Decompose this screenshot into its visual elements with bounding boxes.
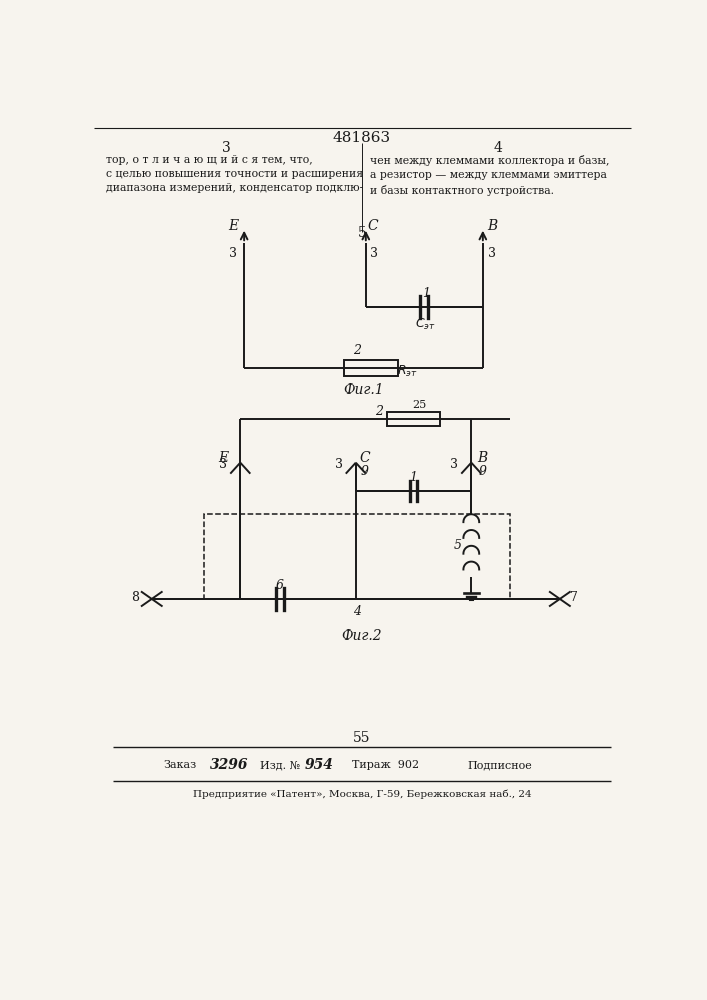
- Text: Изд. №: Изд. №: [259, 760, 300, 770]
- Text: E: E: [218, 451, 228, 465]
- Text: 3: 3: [222, 141, 230, 155]
- Text: E: E: [228, 219, 238, 233]
- Text: Тираж  902: Тираж 902: [352, 760, 419, 770]
- Text: 3: 3: [219, 458, 228, 471]
- Text: 9: 9: [361, 465, 369, 478]
- Text: B: B: [478, 451, 488, 465]
- Text: 5: 5: [453, 539, 462, 552]
- Text: 3: 3: [488, 247, 496, 260]
- Bar: [387, 412, 440, 426]
- Text: 1: 1: [422, 287, 430, 300]
- Text: 954: 954: [304, 758, 333, 772]
- Text: 6: 6: [276, 579, 284, 592]
- Text: Подписное: Подписное: [467, 760, 532, 770]
- Text: чен между клеммами коллектора и базы,
а резистор — между клеммами эмиттера
и баз: чен между клеммами коллектора и базы, а …: [370, 155, 609, 196]
- Text: 481863: 481863: [333, 131, 391, 145]
- Text: Предприятие «Патент», Москва, Г-59, Бережковская наб., 24: Предприятие «Патент», Москва, Г-59, Бере…: [192, 790, 531, 799]
- Bar: [344, 360, 398, 376]
- Text: 4: 4: [493, 141, 503, 155]
- Text: 2: 2: [375, 405, 383, 418]
- Text: 7: 7: [570, 591, 578, 604]
- Text: C: C: [360, 451, 370, 465]
- Text: 3: 3: [335, 458, 343, 471]
- Text: Фиг.2: Фиг.2: [341, 629, 382, 643]
- Text: $C_{эт}$: $C_{эт}$: [416, 316, 436, 332]
- Text: 3: 3: [450, 458, 458, 471]
- Text: 5: 5: [358, 226, 366, 240]
- Text: 1: 1: [409, 471, 418, 484]
- Text: B: B: [487, 219, 497, 233]
- Text: 55: 55: [354, 731, 370, 745]
- Text: $R_{эт}$: $R_{эт}$: [397, 363, 418, 379]
- Text: 8: 8: [131, 591, 139, 604]
- Text: 3: 3: [229, 247, 238, 260]
- Text: C: C: [368, 219, 378, 233]
- Text: 3296: 3296: [209, 758, 248, 772]
- Text: 3: 3: [370, 247, 378, 260]
- Bar: [204, 514, 510, 599]
- Text: Фиг.1: Фиг.1: [343, 382, 384, 396]
- Text: 25: 25: [413, 400, 427, 410]
- Text: 4: 4: [353, 605, 361, 618]
- Text: тор, о т л и ч а ю щ и й с я тем, что,
с целью повышения точности и расширения
д: тор, о т л и ч а ю щ и й с я тем, что, с…: [105, 155, 363, 193]
- Text: 2: 2: [354, 344, 361, 357]
- Text: 9: 9: [479, 465, 487, 478]
- Text: Заказ: Заказ: [163, 760, 197, 770]
